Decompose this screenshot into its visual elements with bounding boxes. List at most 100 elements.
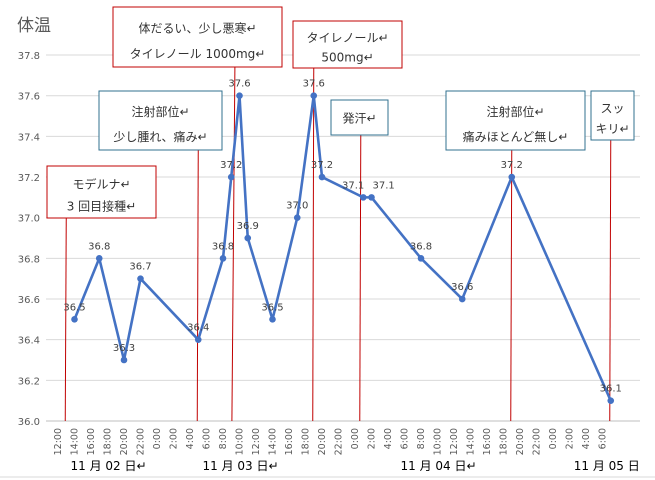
y-tick-label: 36.8 [18,254,40,265]
data-point [368,194,375,201]
data-point [244,234,252,242]
x-tick-label: 4:00 [581,428,592,449]
data-point [293,214,301,221]
annotation-text: 500mg↵ [321,51,373,65]
x-tick-label: 12:00 [251,428,262,455]
data-point [508,173,516,181]
data-point [227,173,235,181]
x-tick-label: 10:00 [235,428,246,455]
x-tick-label: 6:00 [202,428,213,449]
data-label: 37.6 [303,79,325,90]
annotation-box [445,90,586,151]
x-tick-label: 14:00 [466,428,477,455]
x-tick-label: 4:00 [185,428,196,449]
data-point [194,336,202,343]
y-tick-label: 37.4 [18,132,40,143]
y-tick-label: 36.0 [18,417,40,428]
x-tick-label: 22:00 [334,428,345,455]
x-tick-label: 20:00 [515,428,526,455]
annotation-box [292,20,403,69]
x-tick-label: 12:00 [53,428,64,455]
data-point [359,194,367,201]
annotation-box [46,165,157,219]
annotation-pointer-line [64,217,67,422]
annotation-text: 体だるい、少し悪寒↵ [138,21,256,36]
x-tick-label: 16:00 [284,428,295,455]
annotation-text: キリ↵ [595,122,629,136]
x-tick-label: 20:00 [119,428,130,455]
annotation-box [330,99,389,136]
x-tick-label: 14:00 [70,428,81,455]
data-point [458,295,466,303]
data-label: 36.7 [129,262,151,273]
annotation-box [590,90,635,141]
data-label: 36.8 [410,241,432,252]
annotation-text: タイレノール 1000mg↵ [130,47,266,61]
data-point [607,397,615,404]
data-point [137,275,144,282]
data-label: 37.1 [373,180,395,191]
data-point [269,316,276,323]
x-tick-label: 0:00 [350,428,361,449]
y-tick-label: 37.6 [18,92,40,103]
date-label: 11 月 02 日↵ [71,459,147,473]
data-label: 36.5 [261,302,283,313]
x-tick-label: 4:00 [383,428,394,449]
annotation-text: 3 回目接種↵ [67,199,137,214]
annotation-callout: 注射部位↵ 痛みほとんど無し↵ [445,90,586,151]
data-point [310,92,318,100]
date-label: 11 月 05 日 [574,459,640,473]
annotation-callout: 体だるい、少し悪寒↵ タイレノール 1000mg↵ [112,6,283,68]
annotation-text: 注射部位↵ [131,104,189,119]
x-tick-label: 12:00 [449,428,460,455]
data-label: 36.8 [212,241,234,252]
x-tick-label: 14:00 [268,428,279,455]
x-tick-label: 6:00 [400,428,411,449]
annotation-pointer-line [609,139,612,422]
x-tick-label: 18:00 [301,428,312,455]
data-point [417,255,425,262]
data-label: 36.5 [63,302,85,313]
annotation-box [112,6,283,68]
annotation-pointer-line [510,149,513,422]
date-label: 11 月 04 日↵ [401,459,477,473]
data-label: 36.6 [451,282,473,293]
annotation-pointer-line [196,149,199,422]
data-point [120,356,128,364]
x-tick-label: 2:00 [367,428,378,449]
annotation-text: スッ [600,102,624,116]
data-label: 36.8 [88,241,110,252]
x-tick-label: 2:00 [565,428,576,449]
data-label: 37.1 [342,180,364,191]
y-tick-label: 36.4 [18,336,40,347]
x-tick-label: 16:00 [86,428,97,455]
data-point [219,255,227,262]
data-point [236,92,243,100]
annotation-callout: 注射部位↵ 少し腫れ、痛み↵ [98,90,223,151]
annotation-text: 少し腫れ、痛み↵ [113,129,207,144]
date-label: 11 月 03 日↵ [203,459,279,473]
y-tick-label: 37.8 [18,51,40,62]
annotation-callout: 発汗↵ [330,99,389,136]
x-tick-label: 18:00 [499,428,510,455]
data-label: 37.0 [286,201,308,212]
annotation-text: 発汗↵ [342,112,376,126]
data-point [318,173,326,181]
data-label: 36.1 [600,384,622,395]
annotation-pointer-line [231,66,236,422]
annotation-text: 注射部位↵ [486,104,544,119]
x-tick-label: 6:00 [598,428,609,449]
data-label: 36.4 [187,323,209,334]
annotation-text: モデルナ↵ [72,177,130,192]
x-tick-label: 0:00 [548,428,559,449]
annotation-callout: モデルナ↵ 3 回目接種↵ [46,165,157,219]
annotation-box [98,90,223,151]
x-tick-label: 8:00 [416,428,427,449]
data-label: 37.2 [311,160,333,171]
data-label: 36.9 [237,221,259,232]
x-tick-label: 10:00 [433,428,444,455]
data-point [71,316,78,323]
y-tick-label: 36.6 [18,295,40,306]
